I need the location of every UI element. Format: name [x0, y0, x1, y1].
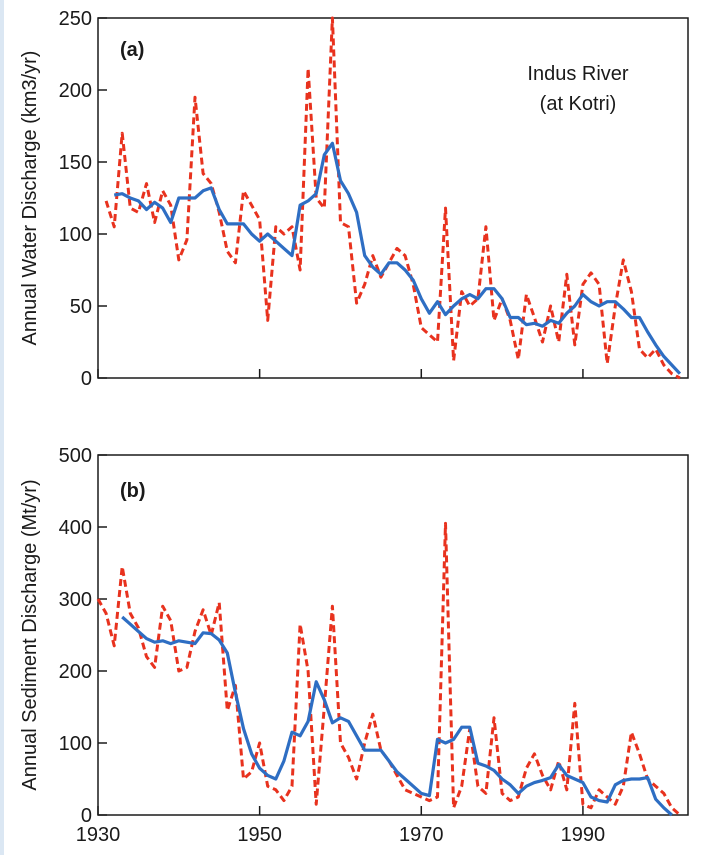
panel-b-y-axis-title: Annual Sediment Discharge (Mt/yr) [19, 479, 41, 790]
panel-b-ytick-label: 100 [59, 733, 92, 755]
panel-b-ytick-label: 400 [59, 517, 92, 539]
panel-a-ytick-label: 0 [81, 368, 92, 390]
panel-a-ticks: 0 50 100 150 200 250 [59, 8, 584, 390]
panel-b-ticks: 0 100 200 300 400 500 1930 1950 1970 1990 [59, 445, 606, 846]
annotation-river-name: Indus River [527, 63, 628, 85]
panel-a-ytick-label: 200 [59, 80, 92, 102]
panel-b-series [96, 521, 681, 817]
left-edge-strip [0, 0, 4, 855]
panel-b-running-mean-line [121, 615, 673, 817]
panel-a-annual-series-line [104, 16, 681, 380]
xtick-label: 1950 [237, 824, 282, 846]
panel-a-ytick-label: 250 [59, 8, 92, 30]
panel-b-frame [97, 454, 689, 816]
xtick-label: 1930 [76, 824, 121, 846]
panel-a-ytick-label: 100 [59, 224, 92, 246]
panel-b-ytick-label: 200 [59, 661, 92, 683]
panel-b-label: (b) [120, 480, 146, 502]
panel-a-ytick-label: 150 [59, 152, 92, 174]
annotation-station: (at Kotri) [540, 93, 617, 115]
panel-b-ytick-label: 500 [59, 445, 92, 467]
panel-a-ytick-label: 50 [70, 296, 92, 318]
panel-a-water-discharge: 0 50 100 150 200 250 (a) Indus River (at Kotr… [19, 8, 689, 390]
panel-a-label: (a) [120, 39, 144, 61]
panel-a-series [104, 16, 682, 380]
panel-b-annual-series-line [96, 521, 681, 817]
panel-b-ytick-label: 300 [59, 589, 92, 611]
xtick-label: 1970 [399, 824, 444, 846]
panel-a-running-mean-line [113, 141, 682, 375]
panel-b-sediment-discharge: 0 100 200 300 400 500 1930 1950 1970 1990 (b) Ann… [19, 445, 689, 846]
panel-b-ytick-label: 0 [81, 805, 92, 827]
xtick-label: 1990 [561, 824, 606, 846]
panel-a-frame [97, 17, 689, 379]
panel-a-y-axis-title: Annual Water Discharge (km3/yr) [19, 51, 41, 346]
